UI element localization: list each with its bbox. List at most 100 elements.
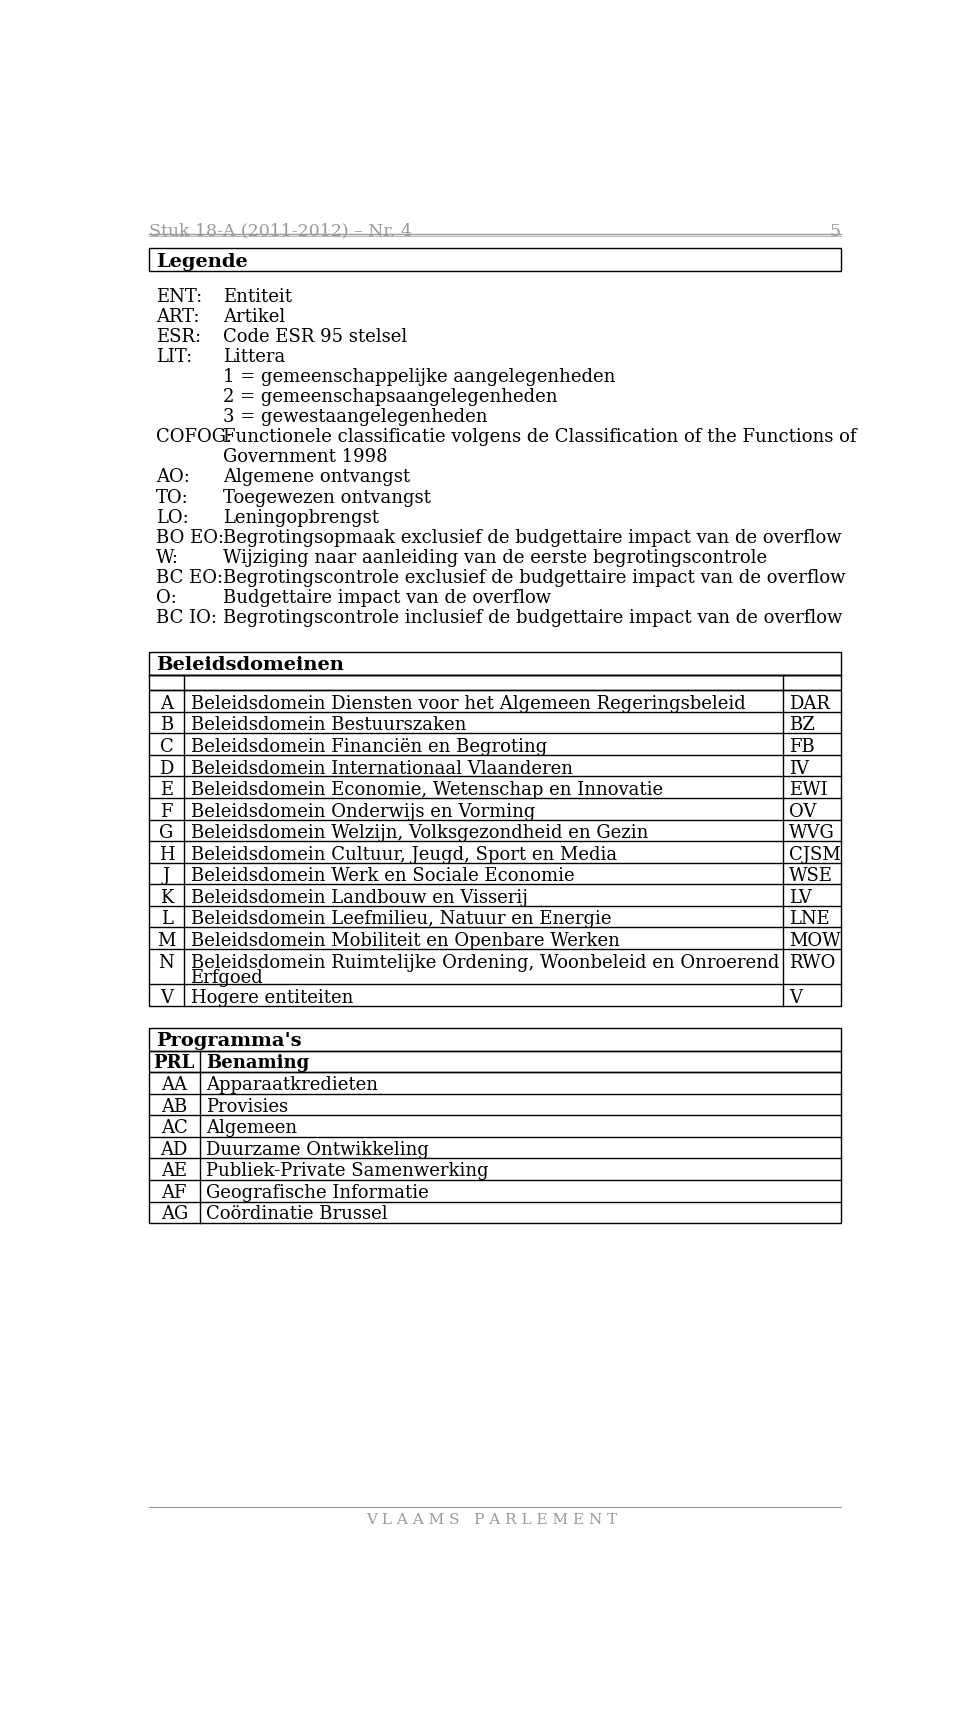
- Text: G: G: [159, 824, 174, 843]
- Text: Benaming: Benaming: [206, 1054, 309, 1072]
- Text: Artikel: Artikel: [223, 309, 285, 326]
- Text: Wijziging naar aanleiding van de eerste begrotingscontrole: Wijziging naar aanleiding van de eerste …: [223, 549, 767, 566]
- Text: BO EO:: BO EO:: [156, 529, 224, 547]
- Text: Toegewezen ontvangst: Toegewezen ontvangst: [223, 489, 431, 506]
- Text: MOW: MOW: [789, 932, 840, 951]
- Text: LIT:: LIT:: [156, 348, 192, 367]
- Text: WVG: WVG: [789, 824, 834, 843]
- Text: Government 1998: Government 1998: [223, 448, 388, 467]
- Bar: [150, 1050, 841, 1072]
- Text: D: D: [159, 760, 174, 777]
- Text: TO:: TO:: [156, 489, 188, 506]
- Text: F: F: [160, 803, 173, 820]
- Text: Beleidsdomein Bestuurszaken: Beleidsdomein Bestuurszaken: [190, 717, 466, 734]
- Bar: [150, 1028, 841, 1050]
- Text: EWI: EWI: [789, 781, 828, 800]
- Text: Begrotingsopmaak exclusief de budgettaire impact van de overflow: Begrotingsopmaak exclusief de budgettair…: [223, 529, 842, 547]
- Bar: [150, 674, 841, 690]
- Text: ART:: ART:: [156, 309, 199, 326]
- Text: AE: AE: [161, 1162, 187, 1181]
- Text: Beleidsdomein Economie, Wetenschap en Innovatie: Beleidsdomein Economie, Wetenschap en In…: [190, 781, 662, 800]
- Text: Beleidsdomein Cultuur, Jeugd, Sport en Media: Beleidsdomein Cultuur, Jeugd, Sport en M…: [190, 846, 616, 863]
- Text: ENT:: ENT:: [156, 288, 202, 307]
- Text: RWO: RWO: [789, 954, 835, 971]
- Text: Apparaatkredieten: Apparaatkredieten: [206, 1076, 378, 1095]
- Text: Budgettaire impact van de overflow: Budgettaire impact van de overflow: [223, 589, 551, 607]
- Text: Provisies: Provisies: [206, 1098, 288, 1115]
- Text: Beleidsdomein Welzijn, Volksgezondheid en Gezin: Beleidsdomein Welzijn, Volksgezondheid e…: [190, 824, 648, 843]
- Text: A: A: [160, 695, 173, 712]
- Bar: [150, 690, 841, 1006]
- Text: OV: OV: [789, 803, 816, 820]
- Text: Beleidsdomein Leefmilieu, Natuur en Energie: Beleidsdomein Leefmilieu, Natuur en Ener…: [190, 911, 611, 928]
- Text: J: J: [163, 867, 170, 885]
- Text: 5: 5: [829, 223, 841, 240]
- Text: Hogere entiteiten: Hogere entiteiten: [190, 988, 353, 1007]
- Text: C: C: [159, 738, 174, 757]
- Text: Legende: Legende: [156, 252, 248, 271]
- Text: Erfgoed: Erfgoed: [190, 970, 263, 987]
- Text: Stuk 18-A (2011-2012) – Nr. 4: Stuk 18-A (2011-2012) – Nr. 4: [150, 223, 413, 240]
- Text: O:: O:: [156, 589, 177, 607]
- Text: AO:: AO:: [156, 468, 189, 487]
- Text: ESR:: ESR:: [156, 328, 201, 347]
- Text: K: K: [159, 889, 173, 908]
- Text: AF: AF: [161, 1184, 187, 1201]
- Text: Begrotingscontrole inclusief de budgettaire impact van de overflow: Begrotingscontrole inclusief de budgetta…: [223, 609, 843, 626]
- Text: WSE: WSE: [789, 867, 833, 885]
- Text: Littera: Littera: [223, 348, 285, 367]
- Text: FB: FB: [789, 738, 815, 757]
- Text: 2 = gemeenschapsaangelegenheden: 2 = gemeenschapsaangelegenheden: [223, 388, 558, 407]
- Text: V L A A M S   P A R L E M E N T: V L A A M S P A R L E M E N T: [367, 1514, 617, 1527]
- Text: V: V: [789, 988, 802, 1007]
- Text: M: M: [157, 932, 176, 951]
- Text: Programma's: Programma's: [156, 1031, 301, 1050]
- Text: AD: AD: [160, 1141, 188, 1158]
- Text: COFOG:: COFOG:: [156, 429, 231, 446]
- Text: Algemeen: Algemeen: [206, 1119, 298, 1138]
- Text: AB: AB: [161, 1098, 187, 1115]
- Text: Duurzame Ontwikkeling: Duurzame Ontwikkeling: [206, 1141, 429, 1158]
- Text: Publiek-Private Samenwerking: Publiek-Private Samenwerking: [206, 1162, 489, 1181]
- Text: AG: AG: [160, 1205, 188, 1224]
- Text: Beleidsdomeinen: Beleidsdomeinen: [156, 657, 344, 674]
- Text: Beleidsdomein Onderwijs en Vorming: Beleidsdomein Onderwijs en Vorming: [190, 803, 535, 820]
- Bar: [150, 249, 841, 271]
- Text: LV: LV: [789, 889, 811, 908]
- Text: Algemene ontvangst: Algemene ontvangst: [223, 468, 410, 487]
- Text: Leningopbrengst: Leningopbrengst: [223, 508, 379, 527]
- Text: Beleidsdomein Internationaal Vlaanderen: Beleidsdomein Internationaal Vlaanderen: [190, 760, 572, 777]
- Text: L: L: [160, 911, 173, 928]
- Text: Beleidsdomein Financiën en Begroting: Beleidsdomein Financiën en Begroting: [190, 738, 547, 757]
- Text: Beleidsdomein Diensten voor het Algemeen Regeringsbeleid: Beleidsdomein Diensten voor het Algemeen…: [190, 695, 745, 712]
- Text: PRL: PRL: [154, 1054, 195, 1072]
- Text: N: N: [158, 954, 175, 971]
- Text: CJSM: CJSM: [789, 846, 841, 863]
- Text: IV: IV: [789, 760, 809, 777]
- Text: Begrotingscontrole exclusief de budgettaire impact van de overflow: Begrotingscontrole exclusief de budgetta…: [223, 568, 846, 587]
- Text: Coördinatie Brussel: Coördinatie Brussel: [206, 1205, 388, 1224]
- Text: LO:: LO:: [156, 508, 188, 527]
- Text: Beleidsdomein Werk en Sociale Economie: Beleidsdomein Werk en Sociale Economie: [190, 867, 574, 885]
- Text: Beleidsdomein Mobiliteit en Openbare Werken: Beleidsdomein Mobiliteit en Openbare Wer…: [190, 932, 619, 951]
- Text: Code ESR 95 stelsel: Code ESR 95 stelsel: [223, 328, 407, 347]
- Text: Geografische Informatie: Geografische Informatie: [206, 1184, 429, 1201]
- Text: BZ: BZ: [789, 717, 815, 734]
- Text: BC EO:: BC EO:: [156, 568, 223, 587]
- Text: AC: AC: [161, 1119, 187, 1138]
- Text: Entiteit: Entiteit: [223, 288, 292, 307]
- Text: B: B: [160, 717, 173, 734]
- Bar: [150, 652, 841, 674]
- Text: E: E: [160, 781, 173, 800]
- Text: W:: W:: [156, 549, 179, 566]
- Bar: [150, 1072, 841, 1224]
- Text: 1 = gemeenschappelijke aangelegenheden: 1 = gemeenschappelijke aangelegenheden: [223, 369, 615, 386]
- Text: V: V: [160, 988, 173, 1007]
- Text: BC IO:: BC IO:: [156, 609, 217, 626]
- Text: Beleidsdomein Ruimtelijke Ordening, Woonbeleid en Onroerend: Beleidsdomein Ruimtelijke Ordening, Woon…: [190, 954, 779, 971]
- Text: AA: AA: [161, 1076, 187, 1095]
- Text: 3 = gewestaangelegenheden: 3 = gewestaangelegenheden: [223, 408, 488, 427]
- Text: DAR: DAR: [789, 695, 829, 712]
- Text: H: H: [158, 846, 175, 863]
- Text: LNE: LNE: [789, 911, 829, 928]
